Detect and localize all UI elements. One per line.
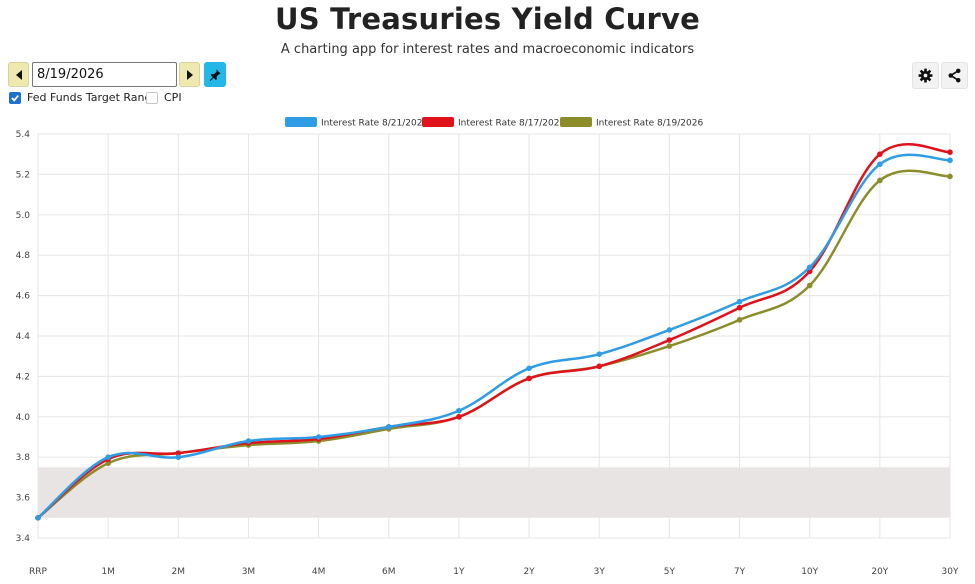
pin-button[interactable] bbox=[204, 62, 226, 87]
app-subtitle: A charting app for interest rates and ma… bbox=[280, 42, 695, 57]
series-interest-rate-8-21-2026 bbox=[35, 153, 953, 521]
series-lines bbox=[35, 143, 953, 521]
fed-funds-label: Fed Funds Target Range bbox=[27, 91, 159, 104]
series-line bbox=[37, 143, 951, 519]
data-point[interactable] bbox=[736, 317, 743, 323]
data-point[interactable] bbox=[526, 375, 532, 382]
legend-label[interactable]: Interest Rate 8/17/2026 bbox=[458, 119, 565, 129]
y-axis-ticks: 5.4 5.2 5.0 4.8 4.6 4.4 4.2 4.0 3.8 3.6 3.4 bbox=[16, 130, 31, 544]
data-point[interactable] bbox=[245, 438, 252, 444]
cpi-label: CPI bbox=[164, 91, 182, 104]
x-tick-label: 20Y bbox=[871, 567, 888, 577]
data-point[interactable] bbox=[596, 363, 603, 370]
data-point[interactable] bbox=[736, 298, 743, 305]
data-point[interactable] bbox=[596, 351, 603, 357]
fed-funds-target-band bbox=[38, 467, 950, 518]
y-tick-label: 4.4 bbox=[16, 332, 31, 342]
legend-swatch bbox=[285, 117, 317, 127]
y-tick-label: 5.2 bbox=[16, 170, 30, 180]
data-point[interactable] bbox=[456, 414, 462, 420]
x-tick-label: 3Y bbox=[594, 567, 606, 577]
y-tick-label: 5.4 bbox=[16, 130, 31, 140]
data-point[interactable] bbox=[877, 161, 883, 168]
data-point[interactable] bbox=[947, 173, 953, 180]
data-point[interactable] bbox=[175, 450, 182, 456]
gear-icon bbox=[918, 68, 933, 83]
data-point[interactable] bbox=[456, 407, 462, 414]
y-tick-label: 4.2 bbox=[16, 372, 30, 382]
y-tick-label: 4.6 bbox=[16, 292, 31, 302]
data-point[interactable] bbox=[877, 151, 883, 157]
x-tick-label: 6M bbox=[382, 567, 396, 577]
data-point[interactable] bbox=[666, 337, 673, 343]
data-point[interactable] bbox=[806, 264, 813, 271]
yield-curve-chart: Interest Rate 8/21/2026 Interest Rate 8/1… bbox=[16, 117, 959, 577]
share-button[interactable] bbox=[941, 62, 968, 89]
data-point[interactable] bbox=[666, 343, 673, 349]
checkmark-icon bbox=[11, 95, 19, 102]
legend-label[interactable]: Interest Rate 8/21/2026 bbox=[321, 119, 428, 129]
series-line bbox=[37, 169, 951, 519]
data-point[interactable] bbox=[105, 460, 111, 467]
pin-icon bbox=[209, 69, 221, 81]
cpi-checkbox[interactable] bbox=[146, 92, 158, 104]
data-point[interactable] bbox=[806, 282, 813, 289]
data-point[interactable] bbox=[877, 177, 883, 184]
data-point[interactable] bbox=[947, 157, 953, 164]
x-tick-label: 2M bbox=[172, 567, 186, 577]
data-point[interactable] bbox=[105, 454, 111, 461]
x-tick-label: RRP bbox=[29, 567, 48, 577]
y-tick-label: 3.6 bbox=[16, 494, 31, 504]
y-tick-label: 4.8 bbox=[16, 251, 31, 261]
x-tick-label: 30Y bbox=[942, 567, 959, 577]
date-input[interactable] bbox=[32, 62, 177, 87]
triangle-left-icon bbox=[15, 69, 22, 80]
y-tick-label: 4.0 bbox=[16, 413, 31, 423]
data-point[interactable] bbox=[947, 149, 953, 155]
x-axis-ticks: RRP 1M 2M 3M 4M 6M 1Y 2Y 3Y 5Y 7Y 10Y 20Y 30Y bbox=[29, 567, 959, 577]
x-tick-label: 1M bbox=[101, 567, 115, 577]
x-tick-label: 4M bbox=[312, 567, 326, 577]
data-point[interactable] bbox=[35, 515, 41, 521]
data-point[interactable] bbox=[175, 454, 182, 461]
x-tick-label: 3M bbox=[242, 567, 256, 577]
data-point[interactable] bbox=[736, 304, 743, 311]
triangle-right-icon bbox=[186, 69, 193, 80]
next-date-button[interactable] bbox=[179, 62, 200, 87]
x-tick-label: 1Y bbox=[453, 567, 465, 577]
data-point[interactable] bbox=[315, 434, 322, 440]
x-tick-label: 10Y bbox=[801, 567, 818, 577]
previous-date-button[interactable] bbox=[8, 62, 29, 87]
legend-swatch bbox=[560, 117, 592, 127]
legend-label[interactable]: Interest Rate 8/19/2026 bbox=[596, 119, 703, 129]
legend-swatch bbox=[422, 117, 454, 127]
y-tick-label: 5.0 bbox=[16, 211, 31, 221]
share-icon bbox=[948, 68, 961, 83]
x-tick-label: 5Y bbox=[664, 567, 676, 577]
fed-funds-checkbox[interactable] bbox=[9, 92, 21, 104]
chart-legend: Interest Rate 8/21/2026 Interest Rate 8/1… bbox=[285, 117, 703, 129]
x-tick-label: 2Y bbox=[523, 567, 535, 577]
data-point[interactable] bbox=[526, 365, 532, 372]
settings-button[interactable] bbox=[912, 62, 939, 89]
x-tick-label: 7Y bbox=[734, 567, 746, 577]
series-interest-rate-8-17-2026 bbox=[35, 143, 953, 521]
data-point[interactable] bbox=[385, 424, 392, 430]
data-point[interactable] bbox=[666, 327, 673, 333]
app-title: US Treasuries Yield Curve bbox=[274, 2, 701, 36]
y-tick-label: 3.4 bbox=[16, 534, 31, 544]
y-tick-label: 3.8 bbox=[16, 453, 31, 463]
